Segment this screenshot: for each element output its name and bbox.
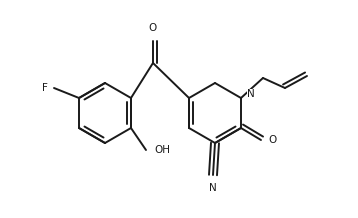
Text: F: F — [42, 83, 48, 93]
Text: OH: OH — [154, 145, 170, 155]
Text: N: N — [209, 183, 217, 193]
Text: O: O — [268, 135, 276, 145]
Text: N: N — [247, 89, 255, 99]
Text: O: O — [149, 23, 157, 33]
